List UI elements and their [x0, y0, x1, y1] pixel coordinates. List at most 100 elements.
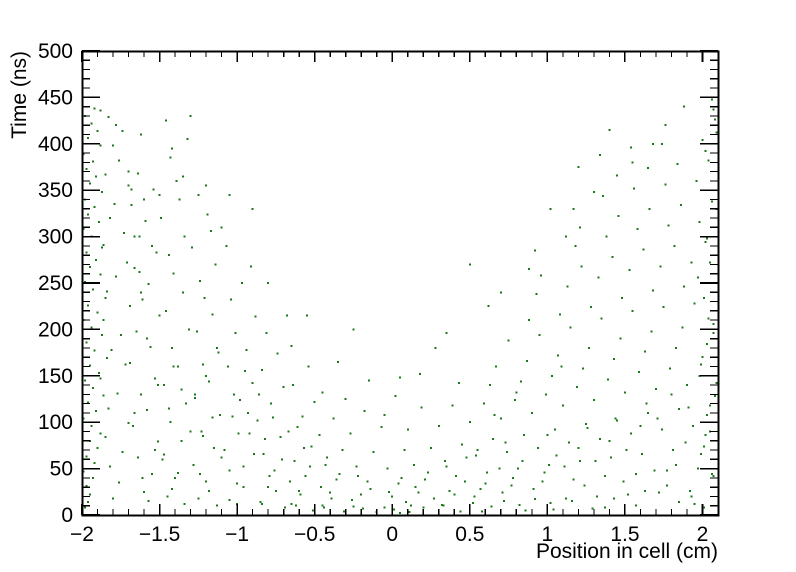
data-point: [698, 220, 701, 223]
data-point: [445, 332, 448, 335]
data-point: [489, 384, 491, 387]
data-point: [575, 385, 578, 388]
data-point: [305, 314, 308, 317]
data-point: [709, 404, 712, 407]
data-point: [236, 482, 239, 485]
data-point: [139, 133, 142, 136]
data-point: [138, 235, 141, 238]
data-point: [82, 417, 85, 420]
data-point: [591, 507, 594, 510]
data-point: [189, 430, 192, 433]
data-point: [352, 328, 355, 331]
data-point: [217, 351, 220, 354]
data-point: [251, 382, 254, 385]
data-point: [464, 480, 467, 483]
data-point: [414, 486, 417, 489]
data-point: [251, 207, 254, 210]
data-point: [226, 365, 229, 368]
data-point: [388, 490, 391, 493]
data-point: [558, 313, 561, 316]
data-point: [620, 296, 623, 299]
data-point: [527, 319, 530, 322]
data-point: [167, 254, 170, 257]
data-point: [712, 332, 715, 335]
data-point: [132, 424, 135, 427]
data-point: [186, 138, 189, 141]
data-point: [703, 445, 705, 448]
data-point: [672, 449, 674, 451]
data-point: [703, 296, 705, 299]
data-point: [366, 480, 369, 483]
y-tick-label: 300: [38, 226, 73, 249]
data-point: [85, 167, 88, 170]
data-point: [608, 128, 611, 131]
x-tick-label: −1.5: [139, 523, 180, 546]
data-point: [498, 467, 501, 470]
data-point: [645, 402, 648, 405]
data-point: [637, 371, 640, 374]
data-point: [468, 263, 471, 266]
data-point: [85, 341, 88, 344]
data-point: [116, 392, 119, 395]
data-point: [245, 348, 248, 351]
data-point: [682, 285, 685, 288]
data-point: [701, 139, 704, 142]
data-point: [312, 509, 315, 512]
data-point: [430, 447, 432, 450]
data-point: [302, 447, 305, 450]
data-point: [535, 293, 538, 296]
data-point: [220, 456, 223, 459]
data-point: [150, 473, 153, 476]
data-point: [568, 441, 571, 444]
x-axis-title: Position in cell (cm): [536, 540, 718, 563]
data-point: [121, 129, 124, 132]
data-point: [692, 424, 695, 427]
data-point: [99, 109, 102, 112]
data-point: [690, 495, 693, 498]
data-point: [93, 349, 96, 352]
data-point: [355, 465, 358, 468]
data-point: [582, 367, 584, 370]
data-point: [139, 291, 142, 294]
data-point: [589, 306, 592, 309]
data-point: [107, 407, 110, 410]
y-tick-label: 0: [61, 504, 73, 527]
data-point: [242, 465, 245, 468]
data-point: [695, 179, 698, 182]
data-point: [642, 248, 645, 251]
data-point: [580, 265, 583, 268]
data-point: [104, 296, 107, 299]
data-point: [268, 475, 271, 477]
data-point: [599, 153, 602, 156]
data-point: [614, 417, 617, 420]
data-point: [99, 273, 102, 276]
data-point: [197, 193, 200, 196]
data-point: [613, 497, 616, 500]
data-point: [682, 105, 685, 108]
data-point: [400, 476, 403, 479]
data-point: [647, 166, 650, 169]
data-point: [687, 406, 690, 409]
data-point: [153, 377, 156, 380]
data-point: [295, 504, 298, 507]
data-point: [98, 220, 101, 223]
data-point: [194, 393, 197, 396]
data-point: [110, 348, 113, 351]
data-point: [659, 265, 662, 268]
data-point: [523, 434, 526, 437]
data-point: [178, 198, 181, 201]
data-point: [627, 493, 629, 496]
data-point: [644, 350, 647, 353]
data-point: [668, 367, 671, 370]
data-point: [578, 460, 581, 463]
data-point: [101, 191, 104, 194]
data-point: [324, 463, 327, 466]
data-point: [96, 447, 99, 450]
data-point: [693, 302, 696, 305]
data-point: [219, 413, 222, 416]
data-point: [696, 467, 699, 470]
data-point: [158, 314, 161, 317]
data-point: [650, 330, 653, 333]
data-point: [288, 480, 291, 483]
data-point: [96, 311, 99, 314]
